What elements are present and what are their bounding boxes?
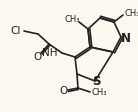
Text: O: O	[33, 52, 41, 61]
Text: CH₃: CH₃	[64, 15, 80, 24]
Text: NH: NH	[42, 48, 57, 57]
Text: Cl: Cl	[11, 26, 21, 36]
Text: CH₃: CH₃	[124, 9, 138, 18]
Text: CH₃: CH₃	[91, 88, 107, 97]
Text: O: O	[59, 85, 67, 95]
Text: S: S	[92, 75, 100, 88]
Text: N: N	[121, 31, 131, 44]
